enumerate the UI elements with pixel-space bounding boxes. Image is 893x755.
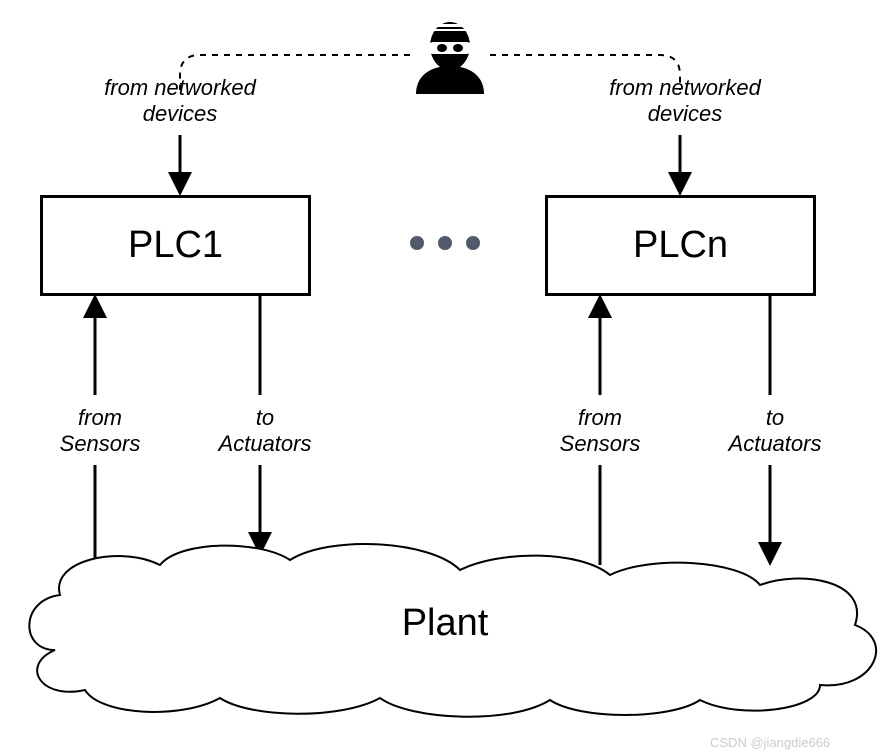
- label-net-right: from networked devices: [595, 75, 775, 128]
- plant-label: Plant: [402, 602, 489, 644]
- dot-icon: [438, 236, 452, 250]
- diagram-canvas: Plant PLC1 PLCn from networked devices f…: [0, 0, 893, 755]
- plc1-node: PLC1: [40, 195, 311, 296]
- label-sensors-left: from Sensors: [55, 405, 145, 458]
- dot-icon: [466, 236, 480, 250]
- dot-icon: [410, 236, 424, 250]
- attacker-icon: [408, 18, 492, 94]
- ellipsis-dots: [410, 236, 480, 250]
- watermark-text: CSDN @jiangdie666: [710, 735, 830, 750]
- label-actuators-right: to Actuators: [720, 405, 830, 458]
- plant-cloud: [29, 544, 876, 717]
- plc1-label: PLC1: [128, 224, 223, 267]
- label-actuators-left: to Actuators: [210, 405, 320, 458]
- label-net-left: from networked devices: [90, 75, 270, 128]
- label-sensors-right: from Sensors: [555, 405, 645, 458]
- plcn-node: PLCn: [545, 195, 816, 296]
- plcn-label: PLCn: [633, 224, 728, 267]
